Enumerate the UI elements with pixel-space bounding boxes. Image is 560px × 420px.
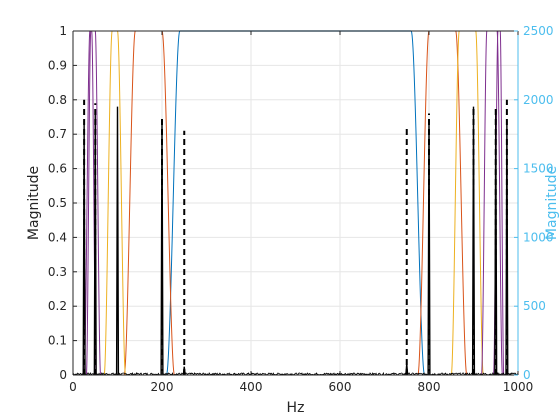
filter-edge-line: [123, 30, 136, 376]
filter-edge-line: [499, 30, 505, 376]
y-left-tick-label: 0: [59, 368, 67, 382]
filter-edge-line: [117, 30, 126, 376]
y-right-tick-label: 500: [523, 299, 546, 313]
filter-edge-line: [161, 30, 175, 376]
filter-edge-line: [450, 30, 460, 376]
y-right-tick-label: 2000: [523, 93, 554, 107]
y-axis-right-label: Magnitude: [544, 166, 560, 240]
y-left-tick-label: 0.9: [48, 58, 67, 72]
spectrum-peak: [115, 106, 120, 376]
filter-edge-line: [85, 30, 92, 376]
filter-edge-line: [481, 30, 488, 376]
x-tick-label: 200: [151, 380, 174, 394]
y-left-tick-label: 0.1: [48, 334, 67, 348]
filter-edge-line: [94, 30, 102, 376]
y-left-tick-label: 0.4: [48, 230, 67, 244]
x-axis-label: Hz: [287, 400, 305, 416]
y-left-tick-label: 0.6: [48, 162, 67, 176]
y-left-tick-label: 0.7: [48, 127, 67, 141]
y-left-tick-label: 1: [59, 24, 67, 38]
x-tick-label: 1000: [503, 380, 534, 394]
y-right-tick-label: 1000: [523, 230, 554, 244]
y-left-tick-label: 0.3: [48, 265, 67, 279]
x-tick-label: 400: [240, 380, 263, 394]
y-left-tick-label: 0.5: [48, 196, 67, 210]
filter-edge-line: [165, 30, 181, 376]
y-right-tick-label: 1500: [523, 162, 554, 176]
spectrum-line: [72, 371, 518, 376]
y-left-tick-label: 0.8: [48, 93, 67, 107]
filter-edge-line: [103, 30, 113, 376]
filter-edge-line: [417, 30, 430, 376]
y-right-tick-label: 2500: [523, 24, 554, 38]
y-right-tick-label: 0: [523, 368, 531, 382]
spectrum-peak: [471, 106, 476, 376]
filter-edge-line: [410, 30, 426, 376]
x-tick-label: 800: [418, 380, 441, 394]
x-tick-label: 600: [329, 380, 352, 394]
y-left-tick-label: 0.2: [48, 299, 67, 313]
x-tick-label: 0: [69, 380, 77, 394]
filter-edge-line: [496, 30, 503, 376]
y-axis-left-label: Magnitude: [26, 166, 42, 240]
